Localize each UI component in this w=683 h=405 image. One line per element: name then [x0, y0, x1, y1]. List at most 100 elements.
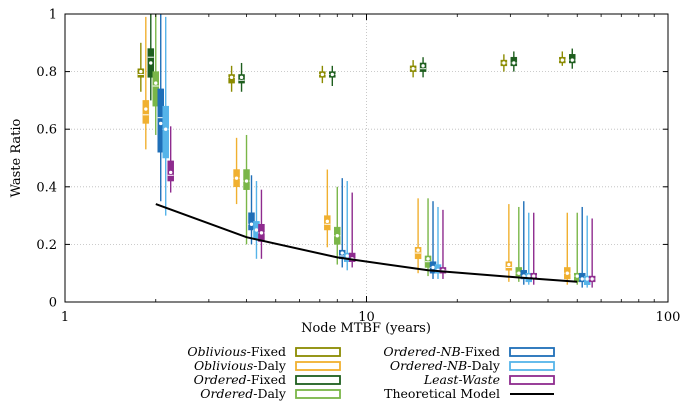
x-axis-label: Node MTBF (years) [301, 321, 431, 336]
legend-swatch-least-waste [509, 375, 555, 385]
box-oblivious-fixed [409, 60, 417, 78]
legend-label-rest: -Fixed [247, 372, 286, 387]
box-ordered-nb-fixed [339, 178, 346, 268]
box-mean-marker [324, 218, 330, 224]
box-mean-marker [430, 264, 436, 270]
legend-label-em: Least-Waste [423, 372, 500, 387]
axes: 0 0.2 0.4 0.6 0.8 1 1 10 100 [36, 8, 680, 326]
legend-label-rest: Theoretical Model [384, 386, 500, 401]
legend-label-oblivious-daly: Oblivious-Daly [194, 358, 287, 373]
legend-label-em: Ordered-NB [390, 358, 467, 373]
box-ordered-fixed [329, 65, 336, 86]
box-mean-marker [501, 60, 507, 66]
y-tick-label: 0.6 [36, 123, 57, 138]
box-mean-marker [425, 256, 431, 262]
box-mean-marker [344, 253, 350, 259]
legend-label-em: Ordered [194, 372, 247, 387]
y-axis-label: Waste Ratio [9, 118, 24, 197]
box-mean-marker [511, 60, 517, 66]
legend-swatch-oblivious-daly [295, 361, 341, 371]
box-ordered-nb-fixed [429, 201, 437, 279]
box-mean-marker [229, 74, 235, 80]
box-mean-marker [248, 221, 254, 227]
box-mean-marker [234, 175, 240, 181]
legend-label-ordered-daly: Ordered-Daly [200, 386, 287, 401]
box-mean-marker [244, 178, 250, 184]
box-mean-marker [564, 270, 570, 276]
legend-label-rest: -Daly [253, 358, 287, 373]
legend-label-rest: -Fixed [461, 344, 500, 359]
box-mean-marker [334, 233, 340, 239]
box-mean-marker [415, 247, 421, 253]
box-body [162, 105, 169, 159]
box-oblivious-daly [414, 198, 422, 274]
box-mean-marker [516, 270, 522, 276]
legend-label-em: Ordered [200, 386, 253, 401]
legend-swatch-ordered-nb-daly [509, 361, 555, 371]
box-least-waste [167, 126, 174, 193]
theoretical-model-line [155, 203, 578, 283]
box-mean-marker [579, 276, 585, 282]
box-least-waste [530, 212, 537, 285]
box-mean-marker [158, 120, 164, 126]
y-tick-label: 0.8 [36, 65, 57, 80]
box-mean-marker [506, 262, 512, 268]
box-mean-marker [574, 273, 580, 279]
y-tick-label: 0.4 [36, 180, 57, 195]
box-ordered-nb-fixed [578, 206, 586, 288]
legend-label-ordered-nb-daly: Ordered-NB-Daly [390, 358, 501, 373]
box-plots [137, 14, 596, 288]
box-oblivious-fixed [137, 42, 145, 92]
legend-label-rest: -Daly [467, 358, 501, 373]
box-ordered-nb-fixed [520, 201, 528, 285]
box-ordered-daly [152, 14, 160, 135]
box-mean-marker [168, 169, 174, 175]
x-tick-label: 100 [656, 310, 681, 325]
box-mean-marker [163, 126, 169, 132]
box-ordered-daly [573, 212, 581, 285]
box-mean-marker [589, 276, 595, 282]
legend-swatch-ordered-daly [295, 389, 341, 399]
box-mean-marker [339, 250, 345, 256]
box-least-waste [439, 209, 447, 279]
legend-swatch-ordered-nb-fixed [509, 347, 555, 357]
box-mean-marker [319, 71, 325, 77]
box-mean-marker [153, 80, 159, 86]
box-oblivious-daly [142, 16, 150, 150]
box-mean-marker [239, 74, 245, 80]
legend-label-em: Oblivious [194, 358, 253, 373]
legend: Oblivious-FixedOblivious-DalyOrdered-Fix… [187, 344, 555, 401]
box-ordered-daly [243, 134, 250, 245]
y-tick-label: 0 [49, 296, 57, 311]
box-oblivious-daly [505, 204, 513, 282]
legend-label-ordered-nb-fixed: Ordered-NB-Fixed [383, 344, 500, 359]
legend-label-least-waste: Least-Waste [423, 372, 500, 387]
box-least-waste [588, 218, 596, 288]
box-least-waste [348, 192, 356, 268]
box-ordered-fixed [238, 62, 245, 92]
legend-label-em: Ordered-NB [383, 344, 460, 359]
box-ordered-nb-daly [162, 16, 169, 216]
box-mean-marker [329, 71, 335, 77]
legend-swatch-ordered-fixed [295, 375, 341, 385]
legend-label-theoretical-model: Theoretical Model [384, 386, 500, 401]
box-mean-marker [253, 227, 259, 233]
x-tick-label: 10 [358, 310, 375, 325]
box-ordered-fixed [569, 48, 576, 69]
box-oblivious-fixed [319, 65, 326, 84]
box-oblivious-daly [564, 212, 571, 285]
box-mean-marker [584, 276, 590, 282]
box-mean-marker [420, 63, 426, 69]
box-oblivious-daly [324, 169, 331, 248]
box-mean-marker [143, 106, 149, 112]
box-mean-marker [559, 57, 565, 63]
y-tick-label: 1 [49, 8, 57, 23]
legend-label-oblivious-fixed: Oblivious-Fixed [187, 344, 286, 359]
box-mean-marker [410, 66, 416, 72]
legend-label-rest: -Fixed [247, 344, 286, 359]
box-ordered-daly [334, 186, 341, 265]
theoretical-model-curve [155, 203, 578, 283]
grid-lines [65, 14, 668, 302]
box-oblivious-fixed [500, 54, 508, 72]
